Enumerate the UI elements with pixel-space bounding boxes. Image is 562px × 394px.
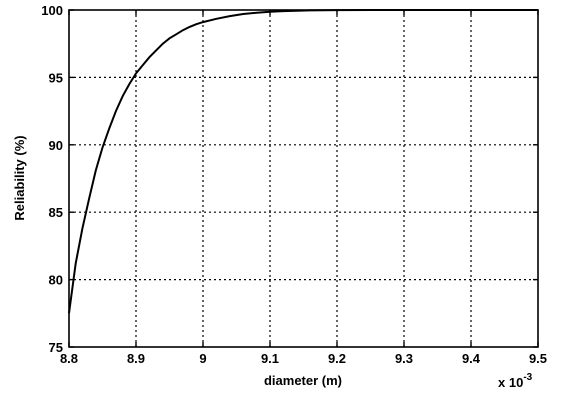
x-tick-label: 9 — [199, 351, 206, 366]
axis-ticks: 8.8 8.9 9 9.1 9.2 9.3 9.4 9.5 75 80 85 90 95 100 — [41, 3, 547, 366]
y-axis-label: Reliability (%) — [12, 135, 27, 220]
y-tick-label: 85 — [49, 205, 63, 220]
x-multiplier-exponent: -3 — [523, 372, 532, 383]
grid-lines — [69, 10, 538, 347]
x-tick-label: 9.4 — [462, 351, 481, 366]
x-tick-label: 9.3 — [395, 351, 413, 366]
x-tick-label: 9.2 — [328, 351, 346, 366]
y-tick-label: 100 — [41, 3, 63, 18]
y-tick-label: 90 — [49, 138, 63, 153]
reliability-curve — [68, 9, 538, 314]
x-tick-label: 9.1 — [261, 351, 279, 366]
y-tick-label: 80 — [49, 273, 63, 288]
x-axis-label: diameter (m) — [264, 373, 342, 388]
x-tick-label: 8.8 — [60, 351, 78, 366]
x-tick-label: 8.9 — [127, 351, 145, 366]
x-multiplier-label: x 10-3 — [498, 372, 533, 390]
x-tick-label: 9.5 — [529, 351, 547, 366]
y-tick-label: 95 — [49, 70, 63, 85]
y-tick-label: 75 — [49, 340, 63, 355]
plot-frame — [68, 9, 539, 348]
x-multiplier-base: x 10 — [498, 375, 523, 390]
